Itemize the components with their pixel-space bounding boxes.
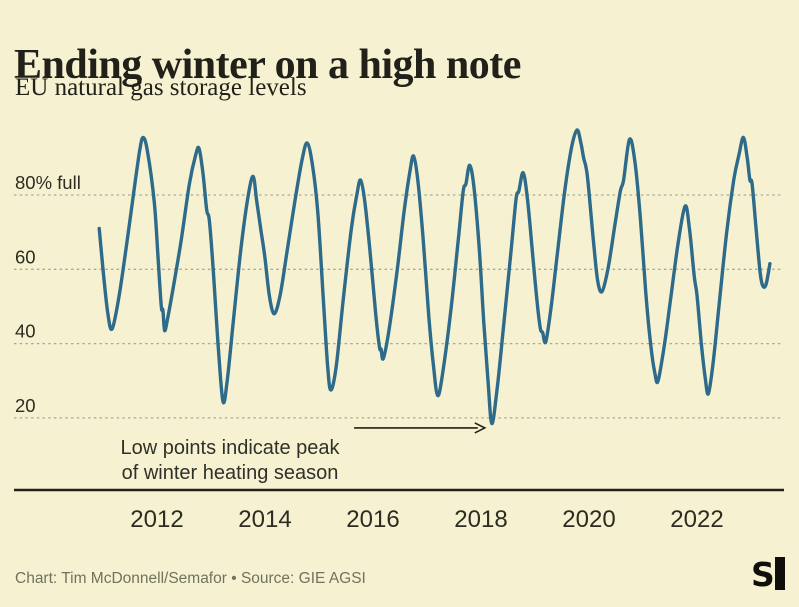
x-tick-label-2020: 2020 bbox=[562, 506, 615, 533]
annotation-line-2: of winter heating season bbox=[121, 462, 339, 484]
y-tick-label-20: 20 bbox=[15, 395, 36, 416]
x-tick-label-2012: 2012 bbox=[130, 506, 183, 533]
storage-level-line bbox=[97, 128, 772, 426]
low-point-annotation: Low points indicate peak of winter heati… bbox=[98, 436, 362, 486]
chart-subtitle: EU natural gas storage levels bbox=[15, 74, 307, 101]
x-tick-label-2016: 2016 bbox=[346, 506, 399, 533]
x-tick-label-2022: 2022 bbox=[670, 506, 723, 533]
logo-bar bbox=[775, 557, 785, 590]
x-tick-label-2014: 2014 bbox=[238, 506, 291, 533]
y-tick-label-40: 40 bbox=[15, 321, 36, 342]
x-tick-label-2018: 2018 bbox=[454, 506, 507, 533]
annotation-line-1: Low points indicate peak bbox=[120, 437, 340, 459]
y-tick-label-60: 60 bbox=[15, 246, 36, 267]
logo-letter-s: S bbox=[753, 556, 775, 592]
credit-line: Chart: Tim McDonnell/Semafor • Source: G… bbox=[15, 570, 366, 587]
page-title: Ending winter on a high note bbox=[14, 42, 521, 89]
annotation-arrow-head bbox=[474, 422, 487, 434]
y-tick-label-80: 80% full bbox=[15, 172, 81, 193]
semafor-logo: S bbox=[753, 556, 785, 592]
